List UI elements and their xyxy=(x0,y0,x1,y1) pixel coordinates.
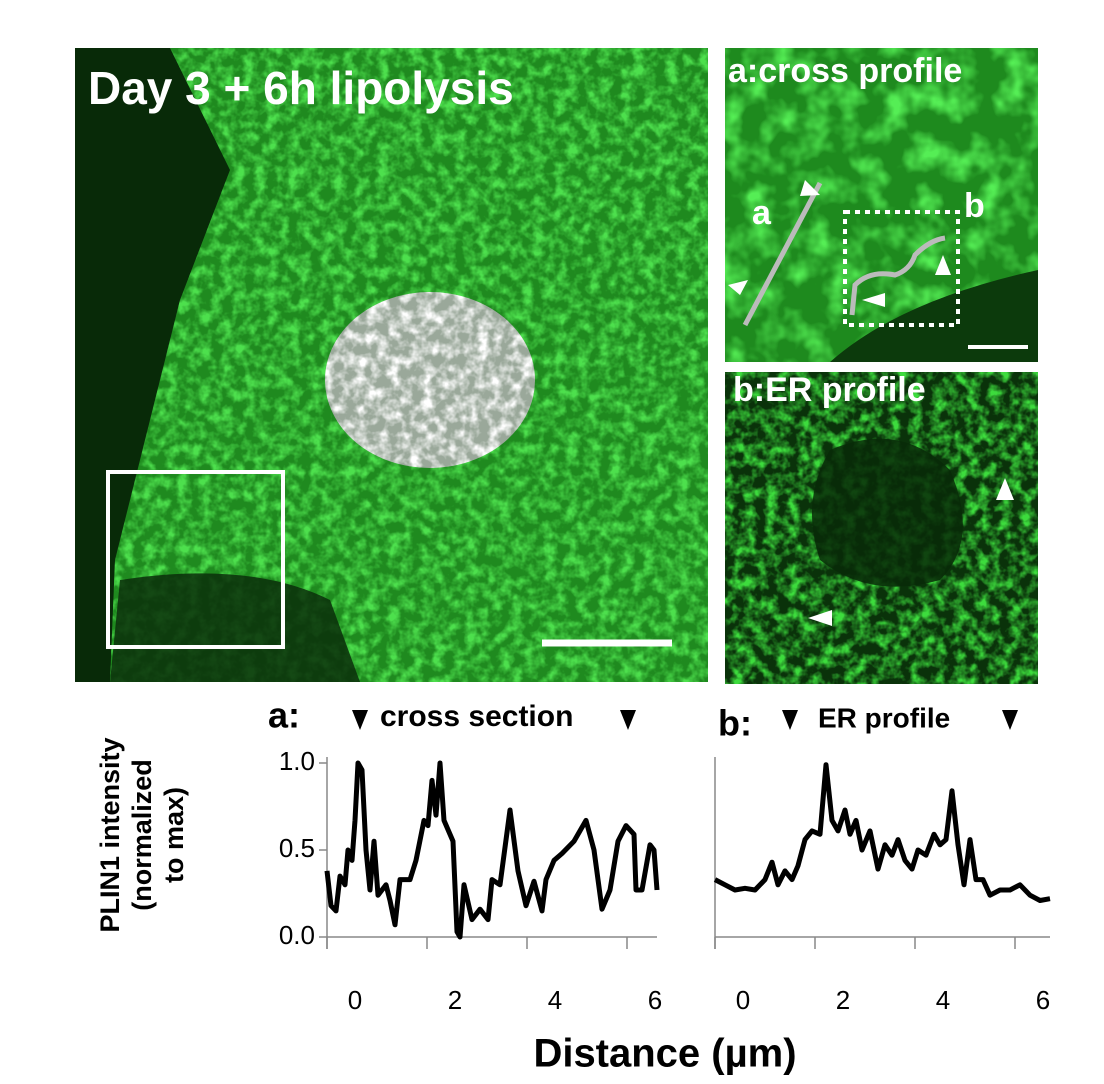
y-tick-label: 1.0 xyxy=(279,746,315,776)
y-axis-label-line: PLIN1 intensity xyxy=(95,737,125,932)
micrograph-a: a:cross profile a b xyxy=(725,48,1038,362)
x-tick-label: 4 xyxy=(548,985,562,1015)
panel-title: b:ER profile xyxy=(733,371,926,409)
x-tick-label: 2 xyxy=(836,985,850,1015)
chart-title: cross section xyxy=(380,700,573,733)
y-axis-label-line: (normalized xyxy=(127,759,157,911)
data-line xyxy=(324,760,660,940)
y-tick-label: 0.5 xyxy=(279,833,315,863)
panel-letter: b: xyxy=(718,703,752,744)
markers xyxy=(352,710,1018,730)
micrograph-b: b:ER profile xyxy=(725,371,1038,684)
micrograph-main: Day 3 + 6h lipolysis xyxy=(75,48,708,682)
x-axis-label: Distance (µm) xyxy=(533,1032,796,1076)
chart-title: ER profile xyxy=(818,702,950,733)
x-tick-label: 4 xyxy=(936,985,950,1015)
x-tick-label: 6 xyxy=(1036,985,1050,1015)
y-axis-label-line: to max) xyxy=(159,787,189,883)
panel-title: a:cross profile xyxy=(728,52,962,90)
x-tick-label: 0 xyxy=(736,985,750,1015)
x-tick-label: 2 xyxy=(448,985,462,1015)
line-label: a xyxy=(752,194,772,232)
y-tick-label: 0.0 xyxy=(279,920,315,950)
x-tick-label: 6 xyxy=(648,985,662,1015)
x-tick-label: 0 xyxy=(348,985,362,1015)
panel-title: Day 3 + 6h lipolysis xyxy=(88,62,514,114)
box-label: b xyxy=(964,187,985,225)
y-axis-label: PLIN1 intensity (normalized to max) xyxy=(95,737,189,932)
panel-letter: a: xyxy=(268,695,300,736)
data-line xyxy=(713,762,1051,903)
